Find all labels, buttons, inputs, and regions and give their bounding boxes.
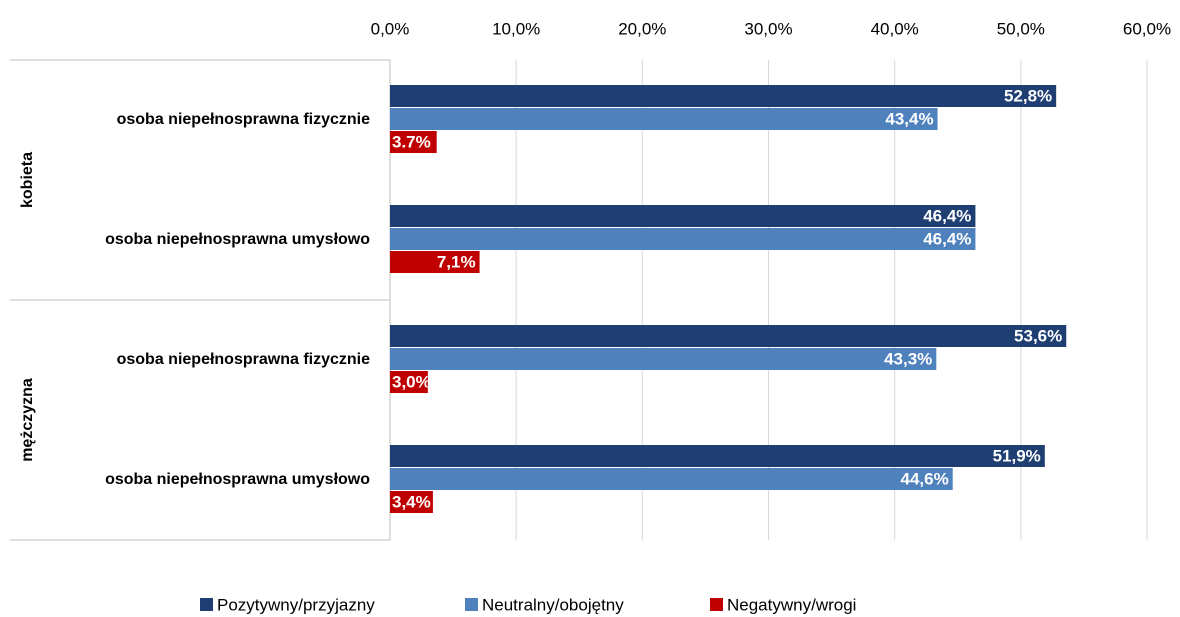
category-label: osoba niepełnosprawna fizycznie (117, 351, 370, 368)
value-label: 3,0% (392, 372, 431, 391)
bar (390, 445, 1045, 467)
legend-swatch (710, 598, 723, 611)
value-label: 53,6% (1014, 326, 1062, 345)
value-label: 51,9% (993, 446, 1041, 465)
x-tick-label: 50,0% (997, 19, 1045, 38)
bar (390, 131, 437, 153)
value-label: 46,4% (923, 229, 971, 248)
category-label: osoba niepełnosprawna fizycznie (117, 111, 370, 128)
bar (390, 325, 1067, 347)
bar (390, 228, 976, 250)
legend-swatch (200, 598, 213, 611)
value-label: 44,6% (901, 469, 949, 488)
value-label: 3.7% (392, 132, 431, 151)
category-label: osoba niepełnosprawna umysłowo (105, 471, 370, 488)
x-tick-label: 10,0% (492, 19, 540, 38)
x-tick-label: 20,0% (618, 19, 666, 38)
x-tick-label: 0,0% (371, 19, 410, 38)
bar (390, 348, 937, 370)
legend-label: Pozytywny/przyjazny (217, 595, 375, 614)
legend-swatch (465, 598, 478, 611)
value-label: 43,3% (884, 349, 932, 368)
bar (390, 205, 976, 227)
x-tick-label: 30,0% (744, 19, 792, 38)
category-label: osoba niepełnosprawna umysłowo (105, 231, 370, 248)
value-label: 43,4% (885, 109, 933, 128)
group-label: mężczyzna (19, 378, 36, 462)
value-label: 46,4% (923, 206, 971, 225)
legend-label: Negatywny/wrogi (727, 595, 856, 614)
bar (390, 491, 433, 513)
group-label: kobieta (19, 152, 36, 208)
bar (390, 468, 953, 490)
bar (390, 85, 1057, 107)
value-label: 52,8% (1004, 86, 1052, 105)
value-label: 3,4% (392, 492, 431, 511)
x-tick-label: 60,0% (1123, 19, 1171, 38)
legend-label: Neutralny/obojętny (482, 595, 624, 614)
bar (390, 251, 480, 273)
bar (390, 108, 938, 130)
value-label: 7,1% (437, 252, 476, 271)
bar (390, 371, 428, 393)
x-tick-label: 40,0% (871, 19, 919, 38)
